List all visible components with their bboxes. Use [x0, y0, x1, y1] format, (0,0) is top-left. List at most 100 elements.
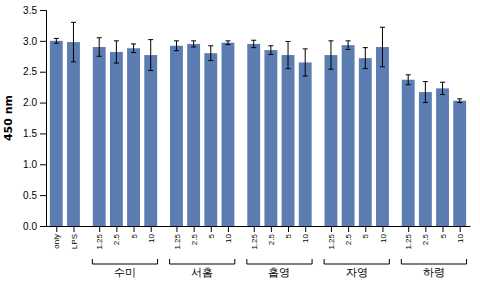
x-tick-mark: [305, 226, 306, 232]
error-cap: [363, 68, 368, 69]
y-tick: 2.0: [23, 97, 46, 108]
x-tick: 2.5: [421, 226, 430, 245]
bar: [170, 46, 183, 226]
x-tick-mark: [331, 226, 332, 232]
error-line: [150, 40, 151, 71]
x-tick: 5: [130, 226, 139, 238]
error-cap: [328, 69, 333, 70]
group-bracket: [92, 259, 157, 264]
error-bar: [174, 41, 179, 51]
y-tick-label: 0.0: [23, 221, 37, 232]
error-bar: [251, 40, 256, 47]
error-bar: [71, 22, 76, 61]
bar: [93, 47, 106, 226]
y-tick: 3.0: [23, 36, 46, 47]
y-axis-line: [40, 11, 47, 227]
error-cap: [346, 49, 351, 50]
x-tick-mark: [134, 226, 135, 232]
bar: [282, 55, 295, 226]
y-tick-mark: [40, 103, 46, 104]
error-bar: [406, 75, 411, 85]
error-bar: [423, 82, 428, 103]
x-tick-label: 2.5: [112, 233, 121, 245]
bracket-line: [401, 259, 466, 264]
error-cap: [191, 47, 196, 48]
y-tick-label: 3.5: [23, 5, 37, 16]
error-bar: [286, 41, 291, 68]
bar: [247, 44, 260, 226]
error-cap: [406, 74, 411, 75]
bar: [187, 44, 200, 226]
error-cap: [131, 43, 136, 44]
error-cap: [148, 70, 153, 71]
x-tick: 2.5: [267, 226, 276, 245]
error-bar: [54, 38, 59, 43]
x-tick-label: 1.25: [404, 233, 413, 249]
error-cap: [268, 54, 273, 55]
bracket-line: [247, 259, 312, 264]
group-label: 서홈: [191, 266, 213, 279]
error-cap: [174, 40, 179, 41]
group-bracket: [170, 259, 235, 264]
x-tick: 10: [301, 226, 310, 243]
error-cap: [114, 63, 119, 64]
error-cap: [268, 45, 273, 46]
error-line: [408, 75, 409, 85]
error-line: [365, 48, 366, 69]
x-tick: only: [52, 226, 61, 249]
error-cap: [363, 47, 368, 48]
groups: 수미서홈홉영자영하령: [92, 259, 466, 279]
error-cap: [380, 27, 385, 28]
error-cap: [457, 102, 462, 103]
error-line: [425, 82, 426, 103]
error-cap: [71, 22, 76, 23]
error-line: [348, 41, 349, 50]
error-cap: [380, 66, 385, 67]
error-line: [382, 27, 383, 66]
x-tick: 1.25: [250, 226, 259, 250]
bar: [204, 53, 217, 226]
error-line: [330, 41, 331, 69]
x-tick-label: 5: [207, 233, 216, 238]
error-cap: [251, 47, 256, 48]
group-label: 수미: [114, 266, 136, 279]
error-cap: [440, 94, 445, 95]
error-line: [176, 41, 177, 51]
x-tick-label: 2.5: [267, 233, 276, 245]
x-tick: 2.5: [112, 226, 121, 245]
x-tick-mark: [460, 226, 461, 232]
bar: [50, 41, 63, 226]
x-tick-label: 10: [379, 233, 388, 242]
x-tick-mark: [176, 226, 177, 232]
plot: 0.00.51.01.52.02.53.03.5onlyLPS1.252.551…: [23, 5, 470, 279]
error-cap: [251, 40, 256, 41]
x-tick-label: 2.5: [344, 233, 353, 245]
x-tick: 10: [147, 226, 156, 243]
x-tick-mark: [408, 226, 409, 232]
bar: [127, 48, 140, 226]
error-line: [56, 38, 57, 43]
y-tick-mark: [40, 41, 46, 42]
error-bar: [440, 82, 445, 94]
y-axis: 0.00.51.01.52.02.53.03.5: [23, 5, 46, 232]
y-tick: 2.5: [23, 66, 46, 77]
bar: [67, 42, 80, 226]
error-bar: [148, 40, 153, 71]
error-line: [193, 41, 194, 47]
x-tick: 1.25: [173, 226, 182, 250]
y-tick: 3.5: [23, 5, 46, 16]
x-tick-mark: [271, 226, 272, 232]
bar: [342, 45, 355, 226]
error-cap: [346, 40, 351, 41]
x-tick: 10: [379, 226, 388, 243]
error-bar: [225, 41, 230, 45]
x-tick-label: 5: [284, 233, 293, 238]
x-tick-label: 10: [456, 233, 465, 242]
x-tick-label: 5: [439, 233, 448, 238]
error-cap: [286, 41, 291, 42]
x-tick: 1.25: [404, 226, 413, 250]
x-tick: 5: [439, 226, 448, 238]
y-tick-label: 1.5: [23, 128, 37, 139]
y-tick-mark: [40, 164, 46, 165]
x-axis: onlyLPS1.252.55101.252.55101.252.55101.2…: [47, 226, 471, 250]
